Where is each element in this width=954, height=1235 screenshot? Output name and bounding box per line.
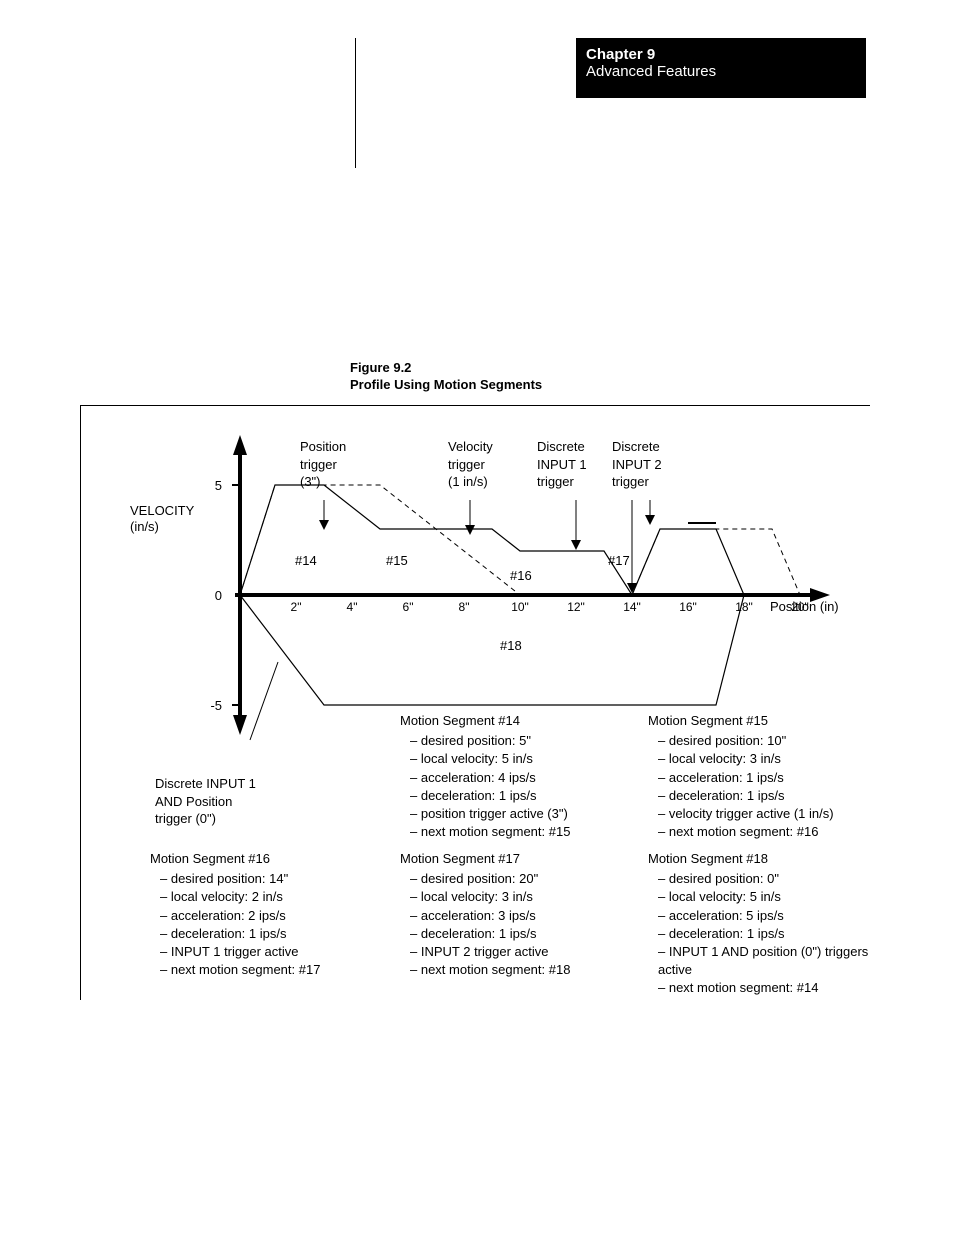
segment-16-list: desired position: 14" local velocity: 2 … (150, 870, 380, 979)
list-item: deceleration: 1 ips/s (410, 787, 630, 805)
segment-14-title: Motion Segment #14 (400, 712, 630, 730)
header-divider (355, 38, 356, 168)
y-axis-label-2: (in/s) (130, 519, 159, 534)
figure-caption: Profile Using Motion Segments (350, 377, 542, 392)
x-tick-8: 8" (459, 600, 470, 614)
seg-label-15: #15 (386, 553, 408, 568)
x-tick-6: 6" (403, 600, 414, 614)
list-item: desired position: 0" (658, 870, 878, 888)
x-tick-18: 18" (735, 600, 753, 614)
list-item: next motion segment: #14 (658, 979, 878, 997)
list-item: INPUT 1 trigger active (160, 943, 380, 961)
list-item: acceleration: 3 ips/s (410, 907, 630, 925)
y-tick-5: 5 (215, 478, 222, 493)
velocity-trace-18 (240, 595, 744, 705)
segment-18-list: desired position: 0" local velocity: 5 i… (648, 870, 878, 997)
seg-label-17: #17 (608, 553, 630, 568)
list-item: position trigger active (3") (410, 805, 630, 823)
segment-15-title: Motion Segment #15 (648, 712, 878, 730)
x-tick-16: 16" (679, 600, 697, 614)
y-axis-arrow-down (233, 715, 247, 735)
y-axis-arrow-up (233, 435, 247, 455)
trigger-label-velocity: Velocitytrigger(1 in/s) (448, 438, 493, 491)
list-item: acceleration: 4 ips/s (410, 769, 630, 787)
x-tick-14: 14" (623, 600, 641, 614)
list-item: next motion segment: #17 (160, 961, 380, 979)
dashed-trace-17 (632, 529, 800, 595)
segment-block-14: Motion Segment #14 desired position: 5" … (400, 712, 630, 841)
list-item: acceleration: 5 ips/s (658, 907, 878, 925)
y-tick-neg5: -5 (210, 698, 222, 713)
segment-block-15: Motion Segment #15 desired position: 10"… (648, 712, 878, 841)
trigger-label-input1-pos: Discrete INPUT 1AND Positiontrigger (0") (155, 775, 256, 828)
list-item: deceleration: 1 ips/s (160, 925, 380, 943)
trigger-label-input1: DiscreteINPUT 1trigger (537, 438, 587, 491)
segment-17-title: Motion Segment #17 (400, 850, 630, 868)
list-item: next motion segment: #15 (410, 823, 630, 841)
segment-14-list: desired position: 5" local velocity: 5 i… (400, 732, 630, 841)
list-item: local velocity: 5 in/s (658, 888, 878, 906)
x-tick-10: 10" (511, 600, 529, 614)
x-axis-label: Position (in) (770, 599, 839, 614)
list-item: local velocity: 3 in/s (410, 888, 630, 906)
segment-15-list: desired position: 10" local velocity: 3 … (648, 732, 878, 841)
list-item: acceleration: 1 ips/s (658, 769, 878, 787)
x-tick-4: 4" (347, 600, 358, 614)
y-axis-label-1: VELOCITY (130, 503, 195, 518)
list-item: deceleration: 1 ips/s (410, 925, 630, 943)
trigger-label-position: Positiontrigger(3") (300, 438, 346, 491)
velocity-trace-solid (240, 485, 744, 595)
list-item: desired position: 10" (658, 732, 878, 750)
seg-label-16: #16 (510, 568, 532, 583)
list-item: INPUT 2 trigger active (410, 943, 630, 961)
segment-18-title: Motion Segment #18 (648, 850, 878, 868)
list-item: next motion segment: #16 (658, 823, 878, 841)
x-tick-12: 12" (567, 600, 585, 614)
seg-label-18: #18 (500, 638, 522, 653)
y-tick-0: 0 (215, 588, 222, 603)
list-item: desired position: 5" (410, 732, 630, 750)
list-item: next motion segment: #18 (410, 961, 630, 979)
list-item: local velocity: 2 in/s (160, 888, 380, 906)
dashed-trace-14 (240, 485, 520, 595)
segment-block-18: Motion Segment #18 desired position: 0" … (648, 850, 878, 998)
segment-16-title: Motion Segment #16 (150, 850, 380, 868)
figure-title: Figure 9.2 Profile Using Motion Segments (350, 360, 542, 394)
list-item: local velocity: 5 in/s (410, 750, 630, 768)
list-item: deceleration: 1 ips/s (658, 787, 878, 805)
segment-block-16: Motion Segment #16 desired position: 14"… (150, 850, 380, 979)
list-item: acceleration: 2 ips/s (160, 907, 380, 925)
figure-number: Figure 9.2 (350, 360, 411, 375)
seg-label-14: #14 (295, 553, 317, 568)
chapter-title: Advanced Features (586, 63, 856, 80)
segment-17-list: desired position: 20" local velocity: 3 … (400, 870, 630, 979)
trigger-label-input2: DiscreteINPUT 2trigger (612, 438, 662, 491)
chapter-number: Chapter 9 (586, 46, 856, 63)
list-item: deceleration: 1 ips/s (658, 925, 878, 943)
list-item: INPUT 1 AND position (0") triggers activ… (658, 943, 878, 979)
chapter-header: Chapter 9 Advanced Features (576, 38, 866, 98)
list-item: local velocity: 3 in/s (658, 750, 878, 768)
segment-block-17: Motion Segment #17 desired position: 20"… (400, 850, 630, 979)
list-item: velocity trigger active (1 in/s) (658, 805, 878, 823)
list-item: desired position: 20" (410, 870, 630, 888)
x-tick-2: 2" (291, 600, 302, 614)
list-item: desired position: 14" (160, 870, 380, 888)
